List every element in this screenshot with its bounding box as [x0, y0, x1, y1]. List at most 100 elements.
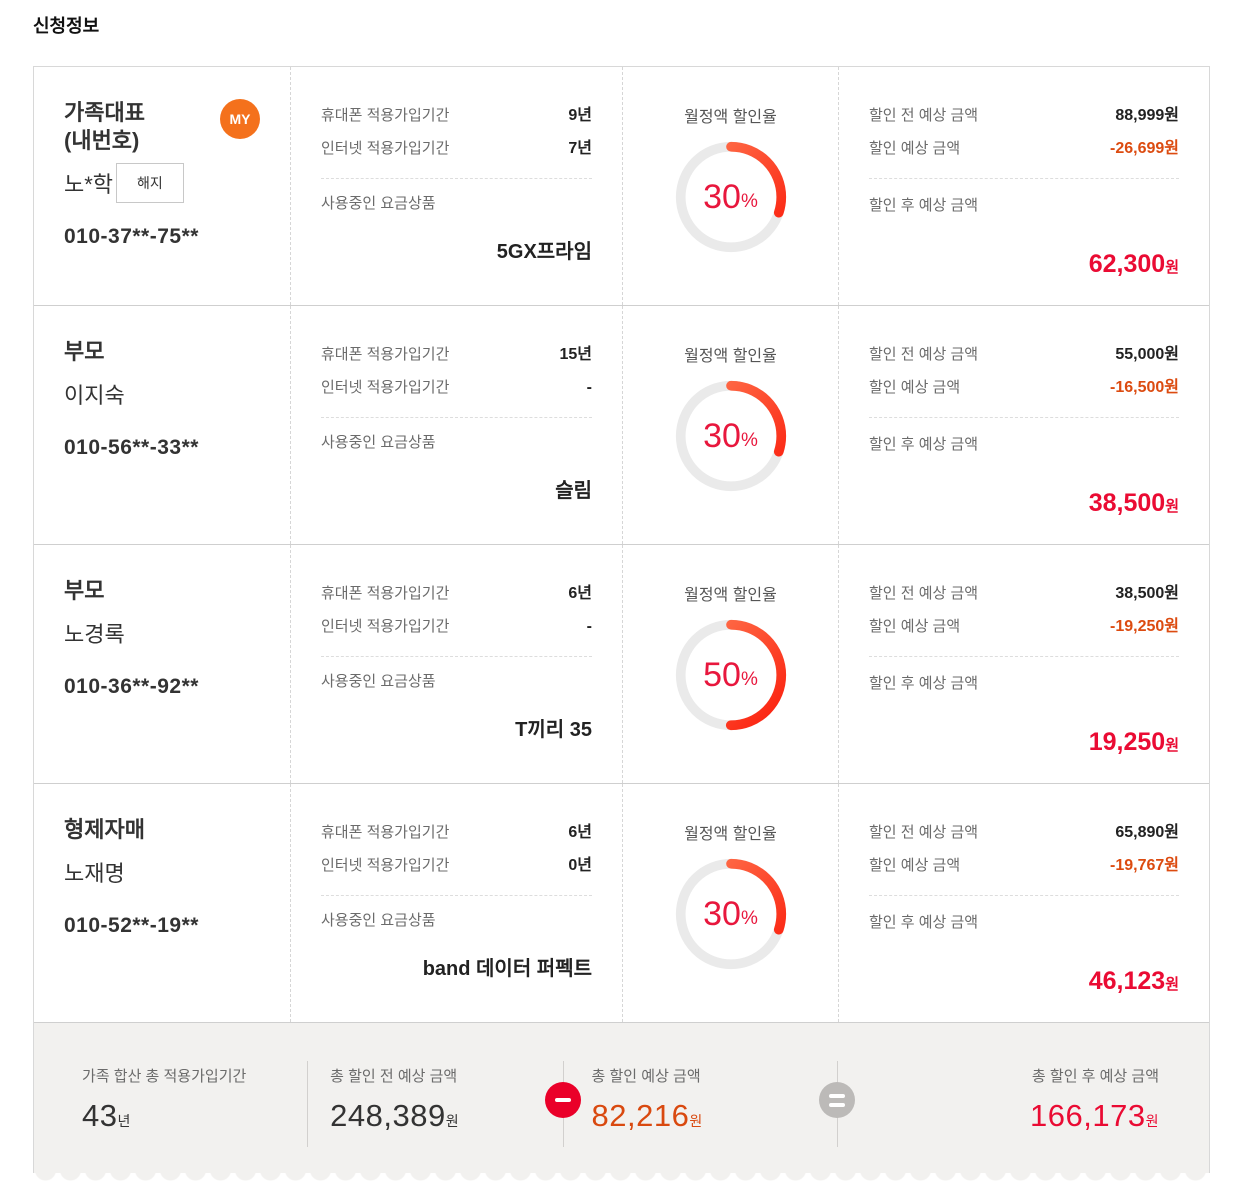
member-row: 부모 노경록 010-36**-92** 휴대폰 적용가입기간 6년 인터넷 적용… — [34, 545, 1209, 784]
divider — [869, 178, 1179, 179]
equals-icon — [818, 1082, 855, 1118]
discount-amount-value: -19,250원 — [1110, 618, 1179, 635]
amounts-cell: 할인 전 예상 금액 65,890원 할인 예상 금액 -19,767원 할인 후 … — [839, 784, 1209, 1022]
won-suffix: 원 — [1165, 976, 1179, 993]
divider — [869, 656, 1179, 657]
donut-svg — [675, 141, 786, 253]
totals-footer: 가족 합산 총 적용가입기간 43년 총 할인 전 예상 금액 248,389원… — [34, 1023, 1209, 1173]
divider — [321, 417, 592, 418]
discount-rate-label: 월정액 할인율 — [684, 826, 777, 843]
footer-divider — [306, 1061, 308, 1147]
internet-period-label: 인터넷 적용가입기간 — [321, 618, 450, 635]
minus-icon — [544, 1082, 581, 1118]
divider — [869, 895, 1179, 896]
member-info-cell: 부모 노경록 010-36**-92** — [34, 545, 291, 783]
discount-rate-value: 30% — [703, 416, 758, 455]
my-badge: MY — [220, 99, 260, 139]
phone-period-label: 휴대폰 적용가입기간 — [321, 346, 450, 363]
plan-name: T끼리 35 — [515, 719, 592, 741]
won-suffix: 원 — [1145, 1113, 1159, 1129]
discount-rate-label: 월정액 할인율 — [684, 348, 777, 365]
plan-info-cell: 휴대폰 적용가입기간 9년 인터넷 적용가입기간 7년 사용중인 요금상품 5GX프… — [291, 67, 623, 305]
won-suffix: 원 — [689, 1113, 703, 1129]
divider — [321, 656, 592, 657]
before-discount-value: 55,000원 — [1115, 346, 1179, 363]
donut-svg — [675, 380, 786, 492]
percent-sign: % — [740, 669, 758, 690]
discount-amount-label: 할인 예상 금액 — [869, 857, 961, 874]
member-row: 가족대표 (내번호) MY 노*학 해지 010-37**-75** 휴대폰 적… — [34, 67, 1209, 306]
plan-in-use-label: 사용중인 요금상품 — [321, 195, 436, 212]
total-before-label: 총 할인 전 예상 금액 — [330, 1068, 458, 1085]
after-discount-label: 할인 후 예상 금액 — [869, 436, 979, 453]
receipt-wave-edge — [33, 1173, 1210, 1184]
total-discount-section: 총 할인 예상 금액 82,216원 — [568, 1065, 816, 1173]
after-discount-label: 할인 후 예상 금액 — [869, 675, 979, 692]
before-discount-value: 38,500원 — [1115, 585, 1179, 602]
phone-period-label: 휴대폰 적용가입기간 — [321, 824, 450, 841]
internet-period-label: 인터넷 적용가입기간 — [321, 140, 450, 157]
discount-rate-value: 30% — [703, 894, 758, 933]
total-period-value: 43년 — [82, 1098, 131, 1133]
discount-rate-cell: 월정액 할인율 30% — [623, 67, 839, 305]
plan-in-use-label: 사용중인 요금상품 — [321, 673, 436, 690]
phone-period-value: 9년 — [568, 107, 592, 124]
after-discount-value: 19,250원 — [1088, 728, 1179, 756]
discount-donut-chart: 50% — [673, 617, 789, 733]
discount-rate-cell: 월정액 할인율 30% — [623, 784, 839, 1022]
discount-rate-value: 50% — [703, 655, 758, 694]
total-before-value: 248,389원 — [330, 1098, 460, 1133]
amounts-cell: 할인 전 예상 금액 38,500원 할인 예상 금액 -19,250원 할인 후 … — [839, 545, 1209, 783]
phone-period-value: 15년 — [559, 346, 592, 363]
discount-amount-value: -19,767원 — [1110, 857, 1179, 874]
plan-in-use-label: 사용중인 요금상품 — [321, 912, 436, 929]
internet-period-value: 7년 — [568, 140, 592, 157]
divider — [321, 178, 592, 179]
discount-donut-chart: 30% — [673, 378, 789, 494]
member-role: 가족대표 (내번호) — [64, 100, 145, 154]
total-after-section: 총 할인 후 예상 금액 166,173원 — [816, 1065, 1161, 1173]
phone-period-value: 6년 — [568, 585, 592, 602]
member-info-cell: 형제자매 노재명 010-52**-19** — [34, 784, 291, 1022]
member-phone: 010-37**-75** — [64, 225, 199, 249]
won-suffix: 원 — [445, 1113, 460, 1129]
internet-period-value: - — [586, 379, 592, 396]
member-role: 부모 — [64, 339, 105, 364]
plan-name: 5GX프라임 — [496, 241, 592, 263]
member-name: 노재명 — [64, 861, 125, 887]
divider — [869, 417, 1179, 418]
discount-rate-label: 월정액 할인율 — [684, 587, 777, 604]
before-discount-value: 88,999원 — [1115, 107, 1179, 124]
internet-period-value: - — [586, 618, 592, 635]
amounts-cell: 할인 전 예상 금액 55,000원 할인 예상 금액 -16,500원 할인 후 … — [839, 306, 1209, 544]
total-after-label: 총 할인 후 예상 금액 — [1031, 1068, 1159, 1085]
plan-in-use-label: 사용중인 요금상품 — [321, 434, 436, 451]
discount-rate-cell: 월정액 할인율 50% — [623, 545, 839, 783]
internet-period-value: 0년 — [568, 857, 592, 874]
discount-donut-chart: 30% — [673, 139, 789, 255]
before-discount-label: 할인 전 예상 금액 — [869, 107, 979, 124]
after-discount-label: 할인 후 예상 금액 — [869, 197, 979, 214]
discount-rate-cell: 월정액 할인율 30% — [623, 306, 839, 544]
percent-sign: % — [740, 191, 758, 212]
cancel-button[interactable]: 해지 — [116, 163, 184, 204]
total-discount-value: 82,216원 — [591, 1098, 703, 1133]
before-discount-value: 65,890원 — [1115, 824, 1179, 841]
member-role: 형제자매 — [64, 817, 145, 842]
member-phone: 010-36**-92** — [64, 675, 199, 699]
phone-period-label: 휴대폰 적용가입기간 — [321, 585, 450, 602]
after-discount-value: 62,300원 — [1088, 250, 1179, 278]
plan-info-cell: 휴대폰 적용가입기간 15년 인터넷 적용가입기간 - 사용중인 요금상품 슬림 — [291, 306, 623, 544]
won-suffix: 원 — [1165, 737, 1179, 754]
won-suffix: 원 — [1165, 259, 1179, 276]
amounts-cell: 할인 전 예상 금액 88,999원 할인 예상 금액 -26,699원 할인 후 … — [839, 67, 1209, 305]
discount-amount-label: 할인 예상 금액 — [869, 140, 961, 157]
member-name: 이지숙 — [64, 383, 125, 409]
percent-sign: % — [740, 908, 758, 929]
member-role: 부모 — [64, 578, 105, 603]
before-discount-label: 할인 전 예상 금액 — [869, 824, 979, 841]
total-discount-label: 총 할인 예상 금액 — [591, 1068, 701, 1085]
discount-donut-chart: 30% — [673, 856, 789, 972]
internet-period-label: 인터넷 적용가입기간 — [321, 857, 450, 874]
won-suffix: 원 — [1165, 498, 1179, 515]
